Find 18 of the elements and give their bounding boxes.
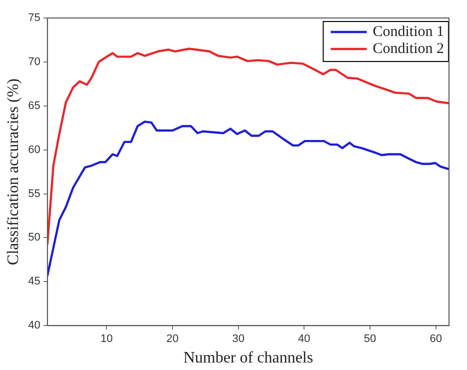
x-tick-label: 20	[166, 333, 179, 346]
legend-label: Condition 2	[372, 40, 444, 57]
y-tick-label: 50	[28, 232, 40, 244]
x-tick-label: 30	[232, 333, 244, 346]
y-tick-label: 45	[28, 276, 40, 288]
x-tick-label: 40	[298, 333, 310, 346]
y-tick-label: 70	[28, 56, 40, 68]
y-tick-label: 55	[28, 188, 40, 200]
y-tick-label: 40	[28, 320, 40, 332]
y-axis-title: Classification accuracies (%)	[4, 78, 22, 266]
y-tick-label: 60	[28, 144, 40, 156]
y-tick-label: 65	[28, 100, 40, 112]
y-tick-label: 75	[28, 12, 40, 24]
x-tick-label: 50	[364, 333, 376, 346]
legend-label: Condition 1	[372, 24, 444, 40]
x-axis-title: Number of channels	[183, 350, 314, 367]
x-tick-label: 60	[430, 333, 442, 346]
x-tick-label: 10	[100, 333, 113, 346]
